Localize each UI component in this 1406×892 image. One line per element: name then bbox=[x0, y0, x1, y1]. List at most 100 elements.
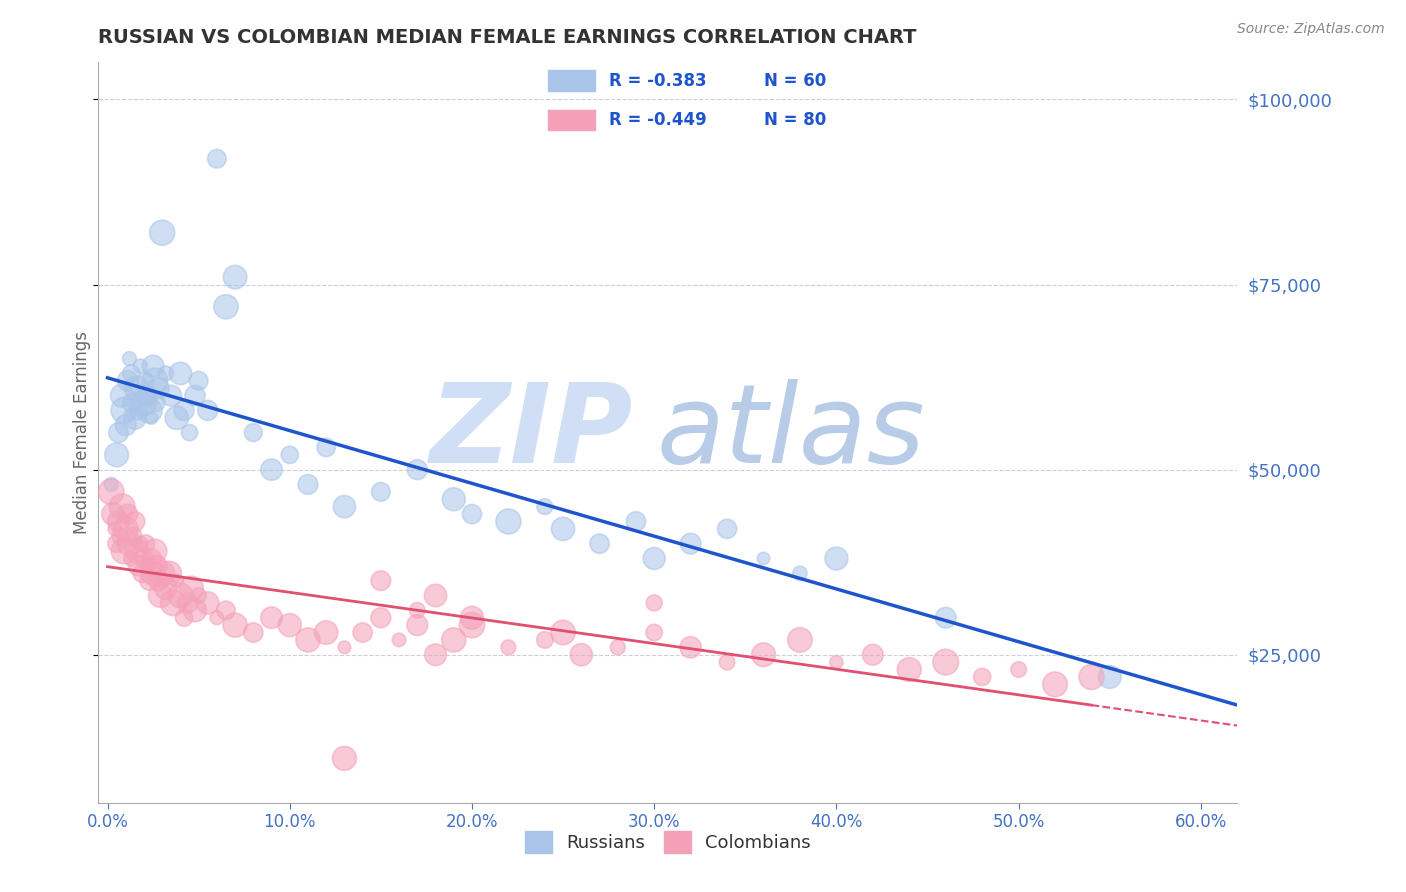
Point bbox=[461, 610, 484, 624]
Point bbox=[110, 529, 132, 543]
Point bbox=[215, 603, 238, 617]
Point bbox=[1043, 677, 1066, 691]
Point bbox=[406, 603, 429, 617]
Point bbox=[142, 566, 165, 581]
Point bbox=[105, 448, 128, 462]
Point bbox=[406, 618, 429, 632]
Point bbox=[112, 403, 135, 417]
Point bbox=[135, 536, 157, 550]
Point bbox=[118, 536, 141, 550]
Text: ZIP: ZIP bbox=[430, 379, 634, 486]
Point bbox=[105, 536, 128, 550]
Point bbox=[132, 551, 155, 566]
Point bbox=[148, 574, 170, 588]
Point bbox=[716, 522, 738, 536]
Point bbox=[145, 396, 167, 410]
Point bbox=[179, 425, 201, 440]
Point bbox=[425, 648, 447, 662]
Point bbox=[406, 462, 429, 476]
Point bbox=[898, 663, 921, 677]
Point bbox=[148, 381, 170, 395]
Point bbox=[104, 522, 127, 536]
Point bbox=[643, 625, 665, 640]
Point bbox=[180, 581, 202, 595]
Point bbox=[177, 596, 200, 610]
Point bbox=[128, 403, 150, 417]
Point bbox=[136, 558, 159, 573]
Point bbox=[111, 500, 134, 514]
Point bbox=[114, 418, 136, 433]
Point bbox=[135, 374, 157, 388]
Point bbox=[122, 529, 145, 543]
Point bbox=[129, 536, 152, 550]
Point bbox=[173, 610, 195, 624]
Point bbox=[122, 396, 145, 410]
Point bbox=[752, 648, 775, 662]
Point bbox=[187, 374, 209, 388]
Point bbox=[551, 522, 574, 536]
Text: RUSSIAN VS COLOMBIAN MEDIAN FEMALE EARNINGS CORRELATION CHART: RUSSIAN VS COLOMBIAN MEDIAN FEMALE EARNI… bbox=[98, 28, 917, 47]
Point bbox=[159, 566, 181, 581]
Point bbox=[935, 610, 957, 624]
Point bbox=[624, 515, 647, 529]
Point bbox=[101, 507, 124, 521]
Point bbox=[333, 500, 356, 514]
Point bbox=[242, 425, 264, 440]
Point bbox=[129, 359, 152, 373]
Point bbox=[443, 632, 465, 647]
Point bbox=[1080, 670, 1102, 684]
Point bbox=[107, 425, 129, 440]
Point bbox=[679, 640, 702, 655]
Point bbox=[789, 632, 811, 647]
Text: atlas: atlas bbox=[657, 379, 925, 486]
Point bbox=[184, 603, 207, 617]
Point bbox=[187, 589, 209, 603]
Point bbox=[155, 581, 177, 595]
Point bbox=[150, 566, 173, 581]
Point bbox=[935, 655, 957, 669]
Text: R = -0.449: R = -0.449 bbox=[609, 111, 706, 129]
Point bbox=[143, 544, 166, 558]
Point bbox=[260, 610, 283, 624]
Point bbox=[132, 396, 155, 410]
Point bbox=[173, 403, 195, 417]
Point bbox=[242, 625, 264, 640]
Point bbox=[534, 632, 557, 647]
Point bbox=[224, 618, 246, 632]
Point bbox=[825, 551, 848, 566]
Point bbox=[117, 507, 139, 521]
Legend: Russians, Colombians: Russians, Colombians bbox=[517, 824, 818, 861]
Point bbox=[145, 558, 167, 573]
Point bbox=[425, 589, 447, 603]
Point bbox=[138, 574, 160, 588]
Point bbox=[184, 389, 207, 403]
Point bbox=[789, 566, 811, 581]
Point bbox=[215, 300, 238, 314]
Point bbox=[278, 448, 301, 462]
Point bbox=[1007, 663, 1029, 677]
Point bbox=[205, 610, 228, 624]
Point bbox=[120, 551, 142, 566]
Point bbox=[141, 410, 163, 425]
Point bbox=[117, 374, 139, 388]
Point bbox=[114, 522, 136, 536]
Point bbox=[679, 536, 702, 550]
Point bbox=[205, 152, 228, 166]
Point bbox=[166, 574, 188, 588]
Point bbox=[118, 351, 141, 366]
Point bbox=[136, 389, 159, 403]
Point bbox=[120, 367, 142, 381]
Point bbox=[643, 596, 665, 610]
Bar bbox=[548, 110, 595, 130]
Point bbox=[333, 751, 356, 765]
Point bbox=[100, 484, 122, 499]
Point bbox=[125, 381, 148, 395]
Text: Source: ZipAtlas.com: Source: ZipAtlas.com bbox=[1237, 22, 1385, 37]
Point bbox=[197, 596, 219, 610]
Point bbox=[138, 403, 160, 417]
Point bbox=[169, 367, 191, 381]
Point bbox=[498, 515, 520, 529]
Point bbox=[131, 566, 153, 581]
Point bbox=[569, 648, 592, 662]
Point bbox=[752, 551, 775, 566]
